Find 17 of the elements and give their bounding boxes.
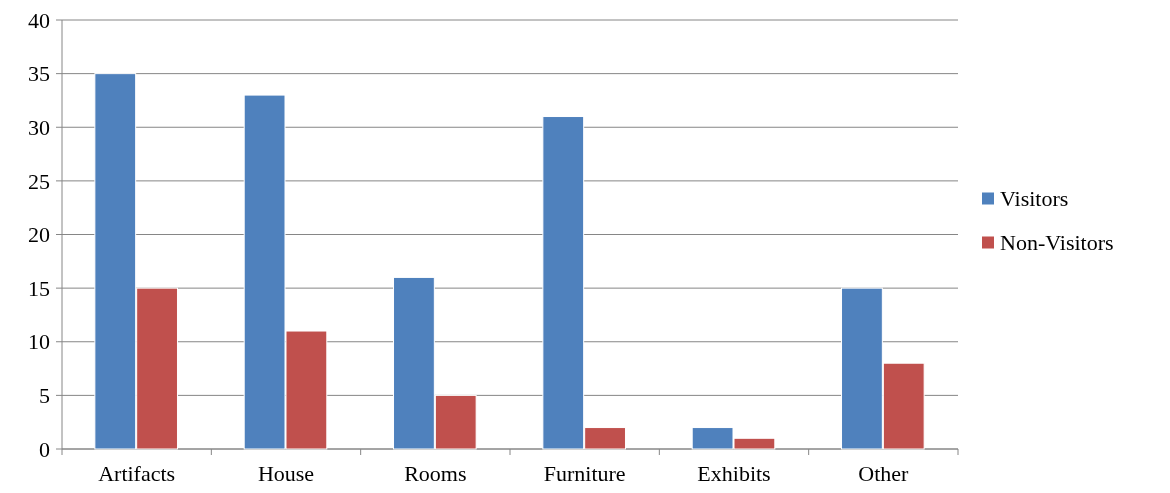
x-tick-label: Furniture bbox=[543, 461, 626, 486]
y-tick-label: 20 bbox=[28, 222, 50, 248]
y-tick-label: 30 bbox=[28, 114, 50, 140]
y-tick-label: 40 bbox=[28, 7, 50, 33]
legend-label: Non-Visitors bbox=[1000, 230, 1114, 256]
y-tick-label: 15 bbox=[28, 275, 50, 301]
x-tick-label: Exhibits bbox=[697, 461, 771, 486]
x-tick-label: Rooms bbox=[404, 461, 467, 486]
x-tick-label: Artifacts bbox=[98, 461, 176, 486]
y-tick-label: 35 bbox=[28, 61, 50, 87]
x-tick-label: House bbox=[257, 461, 315, 486]
y-tick-label: 0 bbox=[39, 436, 50, 462]
x-tick-label: Other bbox=[858, 461, 910, 486]
y-tick-label: 5 bbox=[39, 383, 50, 409]
y-tick-label: 25 bbox=[28, 168, 50, 194]
legend-label: Visitors bbox=[1000, 186, 1069, 212]
y-tick-label: 10 bbox=[28, 329, 50, 355]
